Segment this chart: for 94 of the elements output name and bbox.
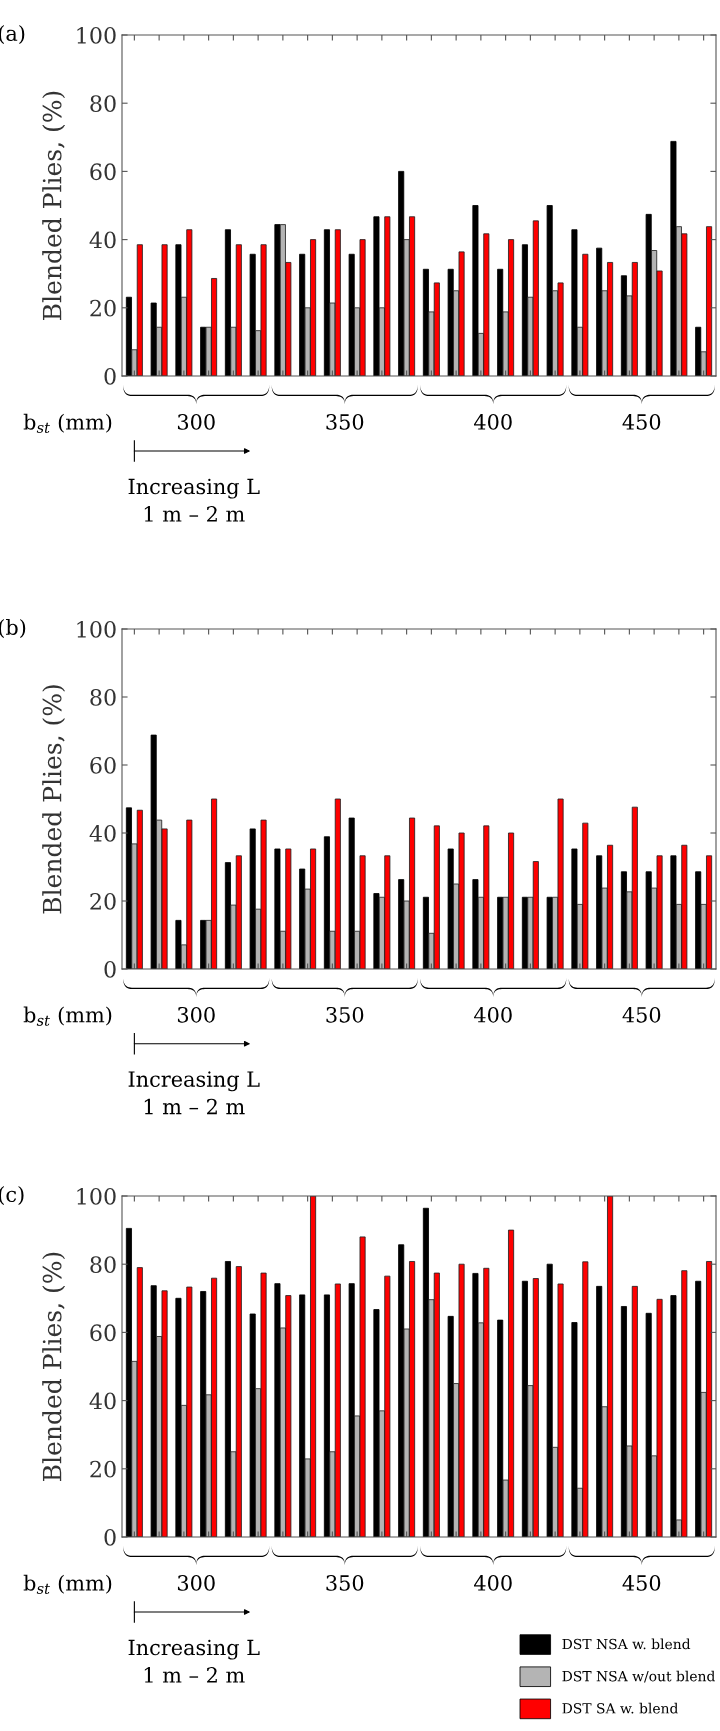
bar	[645, 871, 652, 969]
text: Increasing L	[128, 1639, 260, 1660]
bar	[224, 229, 231, 376]
bar	[596, 1285, 603, 1537]
bar	[323, 836, 330, 969]
text: 350	[326, 1006, 364, 1023]
text: 300	[177, 414, 215, 430]
bar	[546, 205, 553, 376]
bar	[546, 896, 553, 969]
text: 350	[326, 1575, 364, 1591]
bar	[422, 896, 429, 969]
y-tick-label: 20	[90, 892, 116, 910]
bar	[323, 229, 330, 376]
text: 400	[474, 1006, 512, 1023]
bar	[224, 1261, 231, 1537]
text: 400	[474, 414, 512, 430]
y-axis-title: Blended Plies, (%)	[42, 1252, 66, 1481]
y-tick-label: 60	[90, 756, 116, 774]
bar	[274, 224, 281, 376]
bar	[472, 205, 479, 376]
text: Increasing L	[128, 1071, 260, 1092]
bar	[274, 848, 281, 969]
bar	[695, 1280, 702, 1537]
y-tick-label: 0	[104, 367, 116, 385]
bar	[645, 213, 652, 376]
bar	[348, 253, 355, 376]
text: b$_{st}$ (mm)	[23, 1006, 112, 1026]
y-tick-label: 20	[90, 1460, 116, 1478]
text: 450	[622, 1575, 661, 1591]
legend-label: DST NSA w. blend	[562, 1638, 691, 1650]
y-axis-title: Blended Plies, (%)	[42, 91, 66, 320]
text: 300	[177, 1006, 215, 1023]
legend-label: DST NSA w/out blend	[562, 1670, 715, 1683]
bar	[150, 302, 157, 376]
bar	[447, 848, 454, 969]
y-axis-title: Blended Plies, (%)	[42, 685, 66, 914]
bar	[373, 1309, 380, 1537]
bar	[175, 244, 182, 376]
y-tick-label: 40	[89, 1392, 116, 1410]
bar	[299, 1294, 306, 1537]
bar	[571, 1322, 578, 1537]
y-tick-label: 80	[90, 1256, 116, 1273]
text: b$_{st}$ (mm)	[23, 413, 112, 433]
bar	[175, 1297, 182, 1537]
bar	[670, 1295, 677, 1537]
bar	[175, 919, 182, 969]
bar	[249, 1313, 256, 1537]
bar	[472, 879, 479, 969]
bar	[274, 1283, 281, 1537]
text: Increasing L	[128, 478, 260, 499]
bar	[373, 893, 380, 969]
y-tick-label: 100	[77, 26, 116, 44]
text: 300	[177, 1575, 215, 1591]
bar	[670, 855, 677, 969]
bar	[150, 734, 157, 969]
bar	[447, 1315, 454, 1537]
bar	[546, 1263, 553, 1537]
bar	[348, 817, 355, 969]
text: 450	[622, 414, 661, 430]
text: 400	[474, 1575, 512, 1591]
bar	[323, 1294, 330, 1537]
y-tick-label: 100	[77, 620, 116, 638]
y-tick-label: 80	[90, 95, 116, 112]
bar	[125, 296, 132, 376]
bar	[249, 828, 256, 969]
text: 1 m – 2 m	[144, 506, 245, 522]
bar	[373, 216, 380, 376]
bar	[150, 1285, 157, 1537]
text: 1 m – 2 m	[144, 1098, 245, 1115]
bar	[249, 253, 256, 376]
bar	[447, 268, 454, 376]
text: 450	[622, 1006, 661, 1023]
text: 350	[326, 414, 364, 430]
text: 1 m – 2 m	[144, 1667, 245, 1683]
legend-label: DST SA w. blend	[562, 1702, 679, 1714]
bar	[571, 229, 578, 376]
bar	[670, 140, 677, 376]
bar	[472, 1272, 479, 1537]
y-tick-label: 0	[104, 1528, 116, 1546]
bar	[200, 1291, 207, 1537]
y-tick-label: 40	[89, 824, 116, 842]
bar	[571, 848, 578, 969]
bar	[348, 1283, 355, 1537]
y-tick-label: 20	[90, 299, 116, 317]
y-tick-label: 0	[104, 960, 116, 978]
bar	[645, 1312, 652, 1537]
y-tick-label: 60	[90, 1324, 116, 1342]
bar	[497, 1319, 504, 1537]
text: b$_{st}$ (mm)	[23, 1574, 112, 1594]
bar	[620, 1306, 627, 1537]
y-tick-label: 100	[77, 1187, 116, 1205]
y-tick-label: 80	[90, 688, 116, 706]
y-tick-label: 40	[89, 231, 116, 249]
y-tick-label: 60	[90, 163, 116, 181]
